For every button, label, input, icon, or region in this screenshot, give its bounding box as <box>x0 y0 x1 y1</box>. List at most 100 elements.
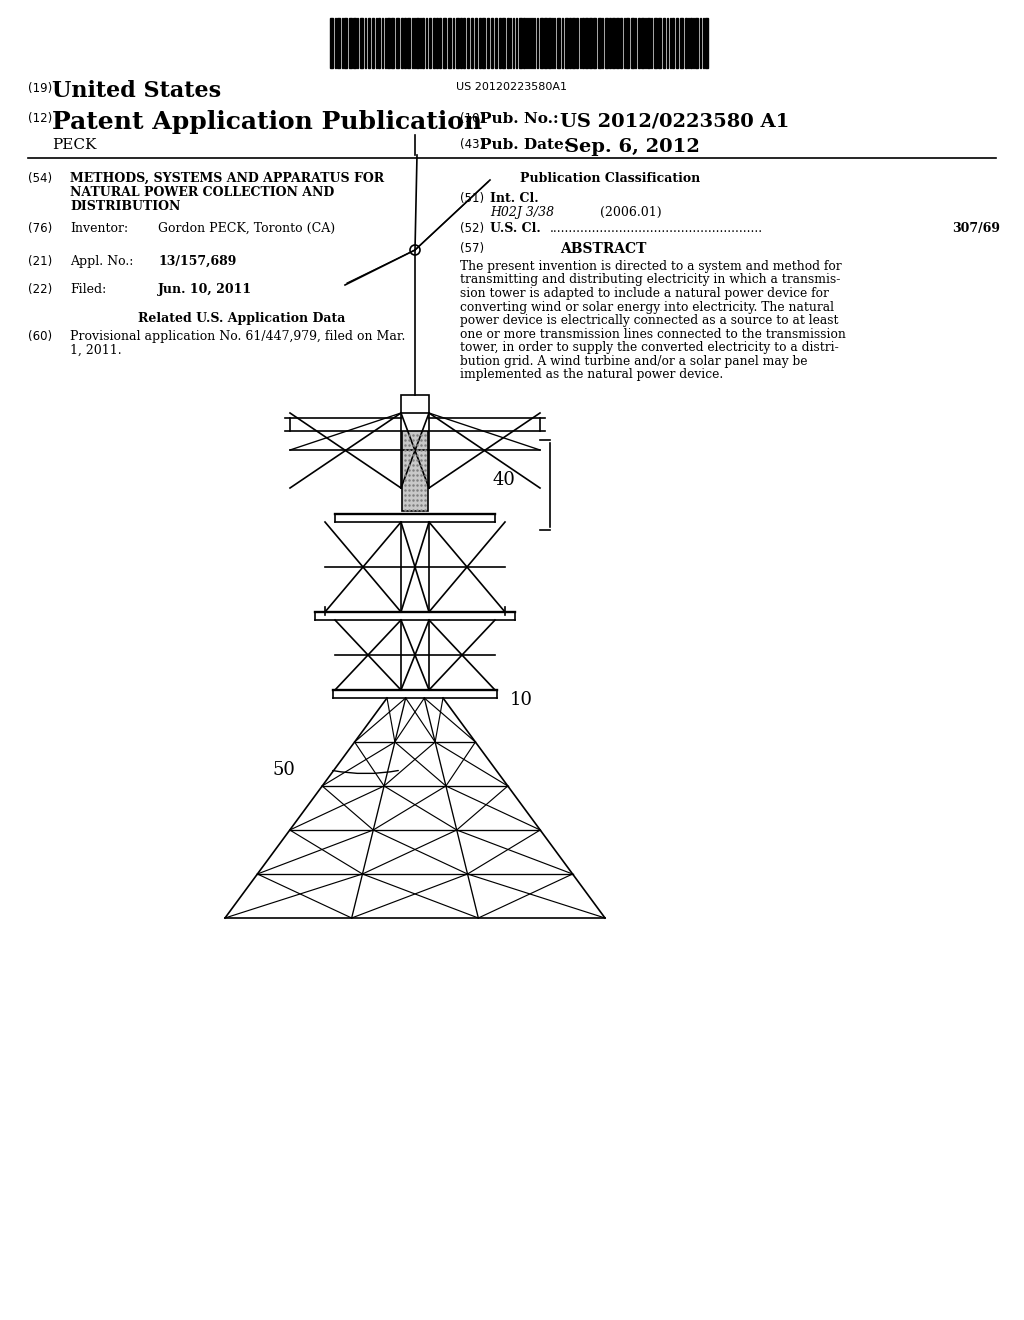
Text: U.S. Cl.: U.S. Cl. <box>490 222 541 235</box>
Bar <box>404 18 406 69</box>
Text: (51): (51) <box>460 191 484 205</box>
Text: (52): (52) <box>460 222 484 235</box>
Bar <box>330 18 333 69</box>
Bar <box>368 18 370 69</box>
Bar <box>598 18 601 69</box>
Bar <box>360 18 362 69</box>
Text: .......................................................: ........................................… <box>550 222 763 235</box>
Bar <box>605 18 608 69</box>
Text: (19): (19) <box>28 82 52 95</box>
Text: (2006.01): (2006.01) <box>600 206 662 219</box>
Bar <box>344 18 347 69</box>
Bar <box>544 18 547 69</box>
Bar <box>685 18 687 69</box>
Bar <box>523 18 525 69</box>
Bar <box>429 18 431 69</box>
Text: (22): (22) <box>28 282 52 296</box>
Text: 307/69: 307/69 <box>952 222 1000 235</box>
Bar <box>482 18 485 69</box>
Text: Pub. No.:: Pub. No.: <box>480 112 559 125</box>
Text: (21): (21) <box>28 255 52 268</box>
Text: Filed:: Filed: <box>70 282 106 296</box>
Text: one or more transmission lines connected to the transmission: one or more transmission lines connected… <box>460 327 846 341</box>
Bar <box>616 18 618 69</box>
Text: Related U.S. Application Data: Related U.S. Application Data <box>138 312 345 325</box>
Bar <box>499 18 501 69</box>
Text: sion tower is adapted to include a natural power device for: sion tower is adapted to include a natur… <box>460 286 828 300</box>
Bar <box>569 18 571 69</box>
Bar <box>507 18 509 69</box>
Bar <box>654 18 657 69</box>
Bar <box>471 18 473 69</box>
Text: (60): (60) <box>28 330 52 343</box>
Bar <box>582 18 584 69</box>
Text: ABSTRACT: ABSTRACT <box>560 242 646 256</box>
Text: bution grid. A wind turbine and/or a solar panel may be: bution grid. A wind turbine and/or a sol… <box>460 355 808 367</box>
Text: United States: United States <box>52 81 221 102</box>
Text: Int. Cl.: Int. Cl. <box>490 191 539 205</box>
Text: Publication Classification: Publication Classification <box>520 172 700 185</box>
Bar <box>372 18 374 69</box>
Text: H02J 3/38: H02J 3/38 <box>490 206 554 219</box>
Bar <box>387 18 390 69</box>
Text: Patent Application Publication: Patent Application Publication <box>52 110 482 135</box>
Text: Sep. 6, 2012: Sep. 6, 2012 <box>565 139 700 156</box>
Text: Inventor:: Inventor: <box>70 222 128 235</box>
Bar <box>416 18 419 69</box>
Text: METHODS, SYSTEMS AND APPARATUS FOR: METHODS, SYSTEMS AND APPARATUS FOR <box>70 172 384 185</box>
Bar <box>401 395 429 413</box>
Bar <box>641 18 644 69</box>
Text: Pub. Date:: Pub. Date: <box>480 139 569 152</box>
Bar <box>658 18 662 69</box>
Text: (43): (43) <box>460 139 484 150</box>
Text: tower, in order to supply the converted electricity to a distri-: tower, in order to supply the converted … <box>460 341 839 354</box>
Text: The present invention is directed to a system and method for: The present invention is directed to a s… <box>460 260 842 273</box>
Bar <box>631 18 634 69</box>
Bar <box>422 18 424 69</box>
Bar <box>672 18 674 69</box>
Text: (57): (57) <box>460 242 484 255</box>
Bar <box>479 18 481 69</box>
Bar <box>626 18 629 69</box>
Bar <box>396 18 399 69</box>
Bar <box>407 18 410 69</box>
Bar <box>575 18 578 69</box>
Bar <box>620 18 622 69</box>
Bar <box>402 432 428 511</box>
Bar <box>436 18 438 69</box>
Bar <box>391 18 394 69</box>
Bar <box>519 18 522 69</box>
Bar <box>353 18 356 69</box>
Bar <box>638 18 640 69</box>
Text: US 2012/0223580 A1: US 2012/0223580 A1 <box>560 112 790 129</box>
Bar <box>475 18 477 69</box>
Bar <box>612 18 615 69</box>
Bar <box>378 18 380 69</box>
Bar <box>487 18 489 69</box>
Bar <box>439 18 441 69</box>
Bar <box>589 18 592 69</box>
Bar <box>663 18 665 69</box>
Bar <box>572 18 575 69</box>
Bar <box>593 18 596 69</box>
Text: 50: 50 <box>272 762 295 779</box>
Bar <box>676 18 678 69</box>
Bar <box>433 18 435 69</box>
Bar <box>467 18 469 69</box>
Text: NATURAL POWER COLLECTION AND: NATURAL POWER COLLECTION AND <box>70 186 334 199</box>
Text: (10): (10) <box>460 112 484 125</box>
Text: (76): (76) <box>28 222 52 235</box>
Bar <box>540 18 543 69</box>
Bar <box>460 18 462 69</box>
Bar <box>705 18 708 69</box>
Text: (54): (54) <box>28 172 52 185</box>
Text: power device is electrically connected as a source to at least: power device is electrically connected a… <box>460 314 839 327</box>
Text: DISTRIBUTION: DISTRIBUTION <box>70 201 180 213</box>
Bar <box>557 18 560 69</box>
Bar <box>337 18 340 69</box>
Bar <box>349 18 352 69</box>
Bar <box>647 18 650 69</box>
Bar <box>449 18 451 69</box>
Bar <box>495 18 497 69</box>
Text: implemented as the natural power device.: implemented as the natural power device. <box>460 368 723 381</box>
